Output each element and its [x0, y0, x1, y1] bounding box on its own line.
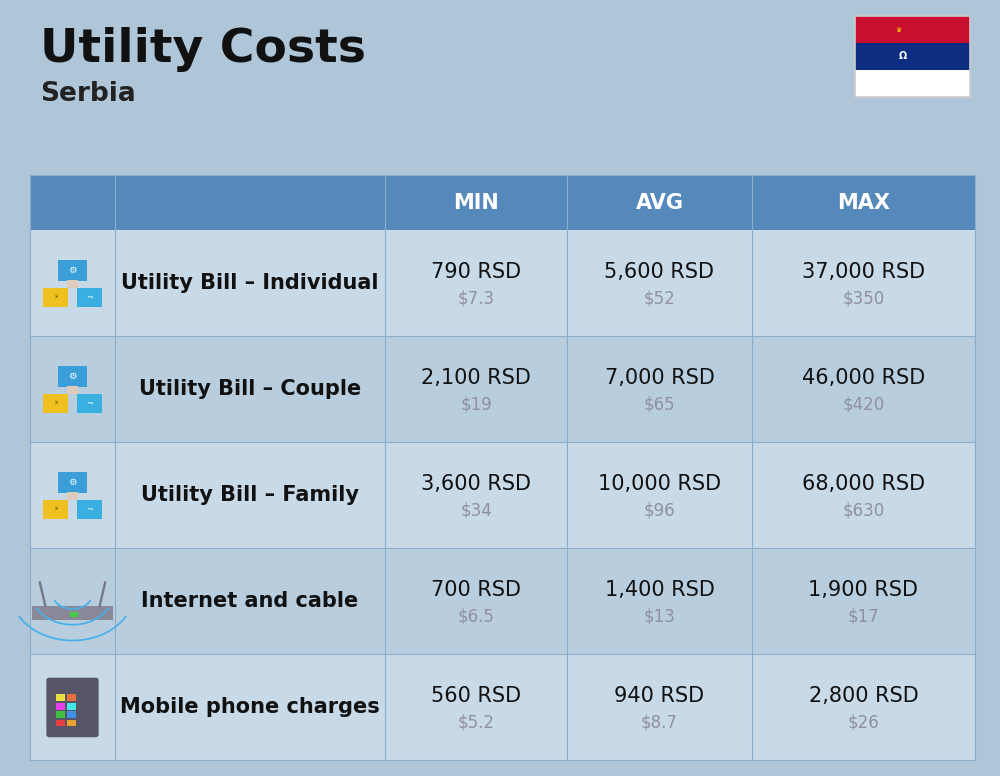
Text: $8.7: $8.7 [641, 713, 678, 731]
Bar [70, 612, 78, 617]
Text: ⚡: ⚡ [53, 506, 58, 512]
Bar [30, 654, 975, 760]
Text: Mobile phone charges: Mobile phone charges [120, 698, 380, 718]
Text: $19: $19 [460, 395, 492, 414]
Bar [77, 393, 102, 413]
Bar [67, 719, 76, 726]
Text: MAX: MAX [837, 192, 890, 213]
Bar [43, 500, 68, 518]
FancyBboxPatch shape [46, 677, 99, 737]
Text: $65: $65 [644, 395, 675, 414]
Text: $26: $26 [848, 713, 879, 731]
Text: $350: $350 [842, 289, 885, 307]
Bar [67, 695, 76, 702]
Text: ⚙: ⚙ [68, 266, 77, 275]
Text: ⚡: ⚡ [53, 400, 58, 406]
Text: 1,900 RSD: 1,900 RSD [808, 580, 918, 600]
Text: $7.3: $7.3 [458, 289, 494, 307]
Bar [67, 386, 78, 393]
Text: 68,000 RSD: 68,000 RSD [802, 474, 925, 494]
Bar [67, 712, 76, 718]
Bar [58, 366, 87, 387]
Text: ~: ~ [86, 293, 93, 302]
Bar [67, 280, 78, 288]
Text: ~: ~ [86, 504, 93, 514]
Bar [43, 393, 68, 413]
Bar [855, 43, 970, 70]
Text: Utility Bill – Couple: Utility Bill – Couple [139, 379, 361, 400]
Text: ⚙: ⚙ [68, 372, 77, 381]
Text: $6.5: $6.5 [458, 608, 494, 625]
Bar [56, 712, 65, 718]
Text: ⚡: ⚡ [53, 294, 58, 300]
Bar [77, 500, 102, 518]
Bar [56, 703, 65, 709]
Text: 3,600 RSD: 3,600 RSD [421, 474, 531, 494]
Text: Serbia: Serbia [40, 81, 136, 108]
Text: 2,100 RSD: 2,100 RSD [421, 368, 531, 388]
Bar [855, 16, 970, 97]
Text: 46,000 RSD: 46,000 RSD [802, 368, 925, 388]
Bar [30, 442, 975, 549]
Bar [56, 719, 65, 726]
Bar [58, 260, 87, 282]
Text: ~: ~ [86, 399, 93, 407]
Bar [58, 473, 87, 494]
Text: $34: $34 [460, 501, 492, 519]
Text: Utility Costs: Utility Costs [40, 27, 366, 72]
Text: 940 RSD: 940 RSD [614, 686, 705, 706]
Text: $96: $96 [644, 501, 675, 519]
Bar [855, 16, 970, 97]
Text: $17: $17 [848, 608, 879, 625]
Bar [67, 703, 76, 709]
Text: ⚙: ⚙ [68, 478, 77, 487]
Bar [77, 288, 102, 307]
Text: 10,000 RSD: 10,000 RSD [598, 474, 721, 494]
Text: ♛: ♛ [896, 27, 902, 33]
Text: MIN: MIN [453, 192, 499, 213]
Text: Internet and cable: Internet and cable [141, 591, 359, 611]
Text: $13: $13 [644, 608, 675, 625]
Text: $630: $630 [842, 501, 885, 519]
Text: Utility Bill – Individual: Utility Bill – Individual [121, 273, 379, 293]
Text: 790 RSD: 790 RSD [431, 262, 521, 282]
Text: 1,400 RSD: 1,400 RSD [605, 580, 714, 600]
Bar [56, 695, 65, 702]
Bar [30, 230, 975, 337]
Bar [30, 549, 975, 654]
Text: $5.2: $5.2 [458, 713, 494, 731]
Bar [30, 337, 975, 442]
Text: Utility Bill – Family: Utility Bill – Family [141, 486, 359, 505]
Text: 2,800 RSD: 2,800 RSD [809, 686, 918, 706]
Text: 7,000 RSD: 7,000 RSD [605, 368, 714, 388]
Bar [32, 606, 113, 621]
Bar [43, 288, 68, 307]
Text: 5,600 RSD: 5,600 RSD [604, 262, 714, 282]
Text: Ω: Ω [899, 51, 907, 61]
Text: 560 RSD: 560 RSD [431, 686, 521, 706]
Text: 700 RSD: 700 RSD [431, 580, 521, 600]
Bar [855, 16, 970, 43]
Text: $52: $52 [644, 289, 675, 307]
Bar [67, 492, 78, 500]
Text: AVG: AVG [636, 192, 684, 213]
Text: 37,000 RSD: 37,000 RSD [802, 262, 925, 282]
Text: $420: $420 [842, 395, 885, 414]
Bar [30, 175, 975, 230]
